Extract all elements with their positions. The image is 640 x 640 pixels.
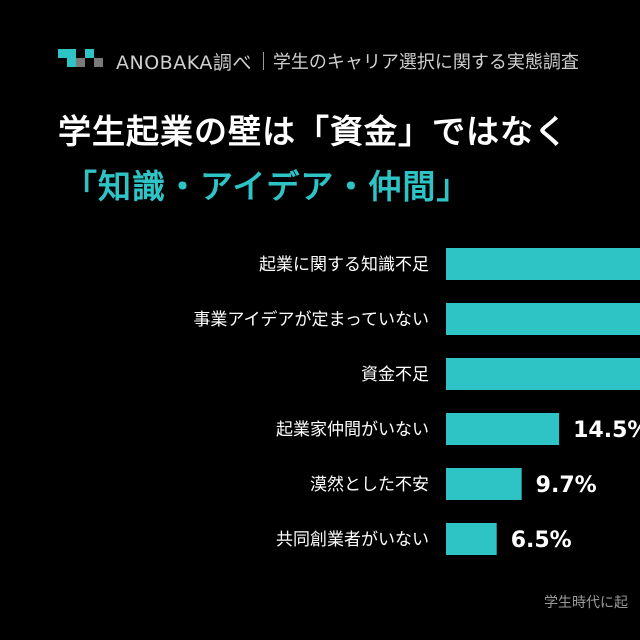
headline-line-1: 学生起業の壁は「資金」ではなく bbox=[58, 112, 568, 151]
footnote: 学生時代に起 bbox=[544, 595, 628, 611]
category-label: 資金不足 bbox=[361, 365, 429, 385]
bar bbox=[446, 413, 560, 445]
bar bbox=[446, 468, 522, 500]
category-label: 事業アイデアが定まっていない bbox=[193, 309, 429, 330]
category-label: 起業に関する知識不足 bbox=[259, 255, 429, 275]
value-label: 9.7% bbox=[536, 473, 597, 498]
survey-name: 学生のキャリア選択に関する実態調査 bbox=[272, 52, 579, 73]
bar bbox=[446, 248, 640, 280]
bar bbox=[446, 523, 497, 555]
header-divider bbox=[262, 52, 264, 70]
category-label: 共同創業者がいない bbox=[276, 530, 429, 550]
bar bbox=[446, 303, 640, 335]
value-label: 14.5% bbox=[573, 418, 640, 443]
chart-header: ANOBAKA調べ 学生のキャリア選択に関する実態調査 bbox=[58, 47, 640, 75]
brand-name: ANOBAKA調べ bbox=[116, 51, 252, 74]
bar bbox=[446, 358, 640, 390]
category-label: 漠然とした不安 bbox=[310, 475, 429, 495]
pixel-logo-icon bbox=[58, 49, 104, 73]
headline-line-2: 「知識・アイデア・仲間」 bbox=[64, 167, 471, 206]
category-label: 起業家仲間がいない bbox=[276, 420, 429, 440]
value-label: 6.5% bbox=[511, 528, 572, 553]
